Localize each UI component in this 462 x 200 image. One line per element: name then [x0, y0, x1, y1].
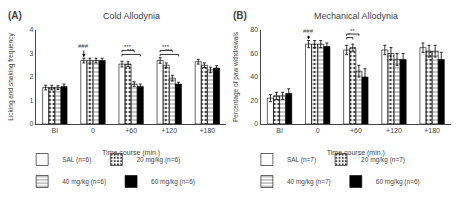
svg-text:*: *: [348, 32, 351, 38]
svg-text:Licking and shaking frequency: Licking and shaking frequency: [7, 33, 15, 121]
svg-text:***: ***: [127, 48, 135, 54]
svg-text:BI: BI: [276, 127, 283, 134]
svg-text:+180: +180: [199, 127, 215, 134]
svg-text:SAL (n=6): SAL (n=6): [62, 156, 91, 164]
svg-text:40 mg/kg (n=7): 40 mg/kg (n=7): [287, 178, 331, 186]
svg-text:80: 80: [250, 26, 258, 33]
svg-text:+60: +60: [350, 127, 362, 134]
svg-text:20 mg/kg (n=7): 20 mg/kg (n=7): [361, 156, 405, 164]
svg-text:+120: +120: [386, 127, 402, 134]
svg-text:+180: +180: [424, 127, 440, 134]
svg-text:Time course (min.): Time course (min.): [327, 149, 385, 157]
svg-text:###: ###: [303, 28, 314, 34]
svg-text:0: 0: [91, 127, 95, 134]
svg-text:***: ***: [162, 44, 170, 50]
svg-text:40: 40: [250, 73, 258, 80]
svg-text:40 mg/kg (n=6): 40 mg/kg (n=6): [62, 178, 106, 186]
svg-text:Cold Allodynia: Cold Allodynia: [103, 11, 160, 21]
svg-text:Percentage of paw withdrawals: Percentage of paw withdrawals: [232, 31, 240, 122]
svg-text:Mechanical Allodynia: Mechanical Allodynia: [314, 11, 398, 21]
svg-text:2: 2: [29, 73, 33, 80]
svg-text:+120: +120: [161, 127, 177, 134]
svg-text:0: 0: [254, 120, 258, 127]
svg-text:SAL (n=7): SAL (n=7): [287, 156, 316, 164]
svg-text:60: 60: [250, 50, 258, 57]
svg-text:+60: +60: [125, 127, 137, 134]
svg-text:Time course (min.): Time course (min.): [102, 149, 160, 157]
svg-text:3: 3: [29, 50, 33, 57]
svg-text:20: 20: [250, 97, 258, 104]
svg-text:0: 0: [29, 120, 33, 127]
svg-text:20 mg/kg (n=6): 20 mg/kg (n=6): [136, 156, 180, 164]
svg-text:***: ***: [165, 48, 173, 54]
svg-text:***: ***: [124, 44, 132, 50]
svg-text:60 mg/kg (n=6): 60 mg/kg (n=6): [151, 178, 195, 186]
svg-text:1: 1: [29, 97, 33, 104]
svg-text:**: **: [350, 28, 355, 34]
svg-text:BI: BI: [52, 127, 59, 134]
svg-text:60 mg/kg (n=6): 60 mg/kg (n=6): [376, 178, 420, 186]
svg-text:(B): (B): [233, 10, 247, 21]
svg-text:4: 4: [29, 26, 33, 33]
svg-text:0: 0: [316, 127, 320, 134]
svg-text:(A): (A): [8, 10, 22, 21]
svg-text:###: ###: [78, 43, 89, 49]
